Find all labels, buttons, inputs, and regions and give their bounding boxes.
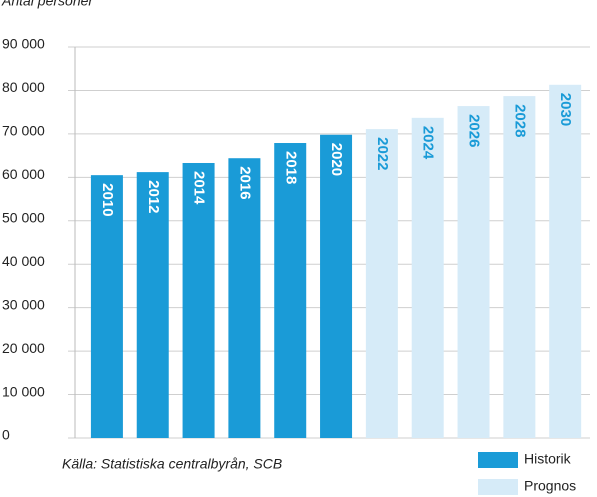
- y-tick-label: 0: [2, 427, 10, 443]
- bar-label: 2018: [282, 151, 299, 184]
- bar-label: 2028: [511, 104, 528, 137]
- bar: [457, 106, 490, 438]
- y-tick-label: 90 000: [2, 36, 45, 52]
- bar-label: 2020: [328, 143, 345, 176]
- bar: [228, 158, 261, 438]
- y-tick-label: 80 000: [2, 79, 45, 95]
- bar-label: 2022: [374, 137, 391, 170]
- bar-label: 2024: [420, 126, 437, 160]
- bar: [320, 134, 353, 438]
- y-tick-label: 20 000: [2, 340, 45, 356]
- bar: [136, 172, 169, 438]
- bar-label: 2030: [557, 93, 574, 126]
- y-tick-label: 60 000: [2, 166, 45, 182]
- bar-label: 2010: [99, 183, 116, 216]
- legend-label: Historik: [524, 451, 572, 467]
- bar: [365, 129, 398, 439]
- bar: [411, 117, 444, 438]
- y-tick-label: 50 000: [2, 209, 45, 225]
- bar-label: 2016: [236, 166, 253, 199]
- y-axis-label: Antal personer: [1, 0, 94, 9]
- bar-label: 2014: [191, 171, 208, 205]
- legend-label: Prognos: [524, 478, 576, 494]
- bar: [274, 143, 307, 439]
- legend-swatch: [478, 479, 518, 495]
- bar: [90, 175, 123, 438]
- y-tick-label: 10 000: [2, 383, 45, 399]
- bar-label: 2026: [466, 114, 483, 147]
- bar: [503, 96, 536, 438]
- legend-swatch: [478, 452, 518, 468]
- y-tick-label: 70 000: [2, 123, 45, 139]
- bar: [549, 84, 582, 439]
- y-tick-label: 40 000: [2, 253, 45, 269]
- bar: [182, 162, 215, 438]
- bar-label: 2012: [145, 180, 162, 213]
- y-tick-label: 30 000: [2, 296, 45, 312]
- source: Källa: Statistiska centralbyrån, SCB: [62, 456, 282, 472]
